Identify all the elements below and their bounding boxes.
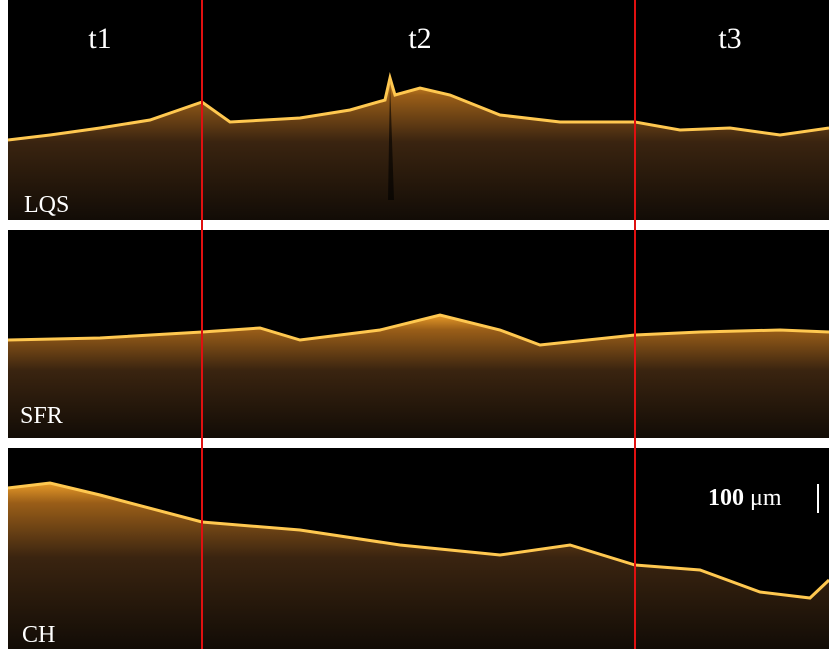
panel-lqs: LQS (7, 0, 829, 220)
panel-sfr: SFR (7, 230, 829, 438)
tissue (8, 315, 829, 438)
panel-label: LQS (24, 192, 69, 218)
time-label: t3 (718, 22, 741, 55)
shadow (388, 80, 394, 200)
tissue (8, 78, 829, 220)
scale-bar-value: 100 (708, 485, 744, 511)
time-label: t2 (408, 22, 431, 55)
tissue-surface (7, 481, 829, 600)
panel-label: CH (22, 622, 55, 648)
tissue (8, 483, 829, 649)
panel-label: SFR (20, 403, 63, 429)
tissue-surface (7, 72, 829, 142)
scale-bar-label: 100 μm (708, 485, 782, 511)
panel-ch: CH 100 μm (7, 448, 829, 649)
scale-bar-unit: μm (750, 485, 782, 511)
time-label: t1 (88, 22, 111, 55)
